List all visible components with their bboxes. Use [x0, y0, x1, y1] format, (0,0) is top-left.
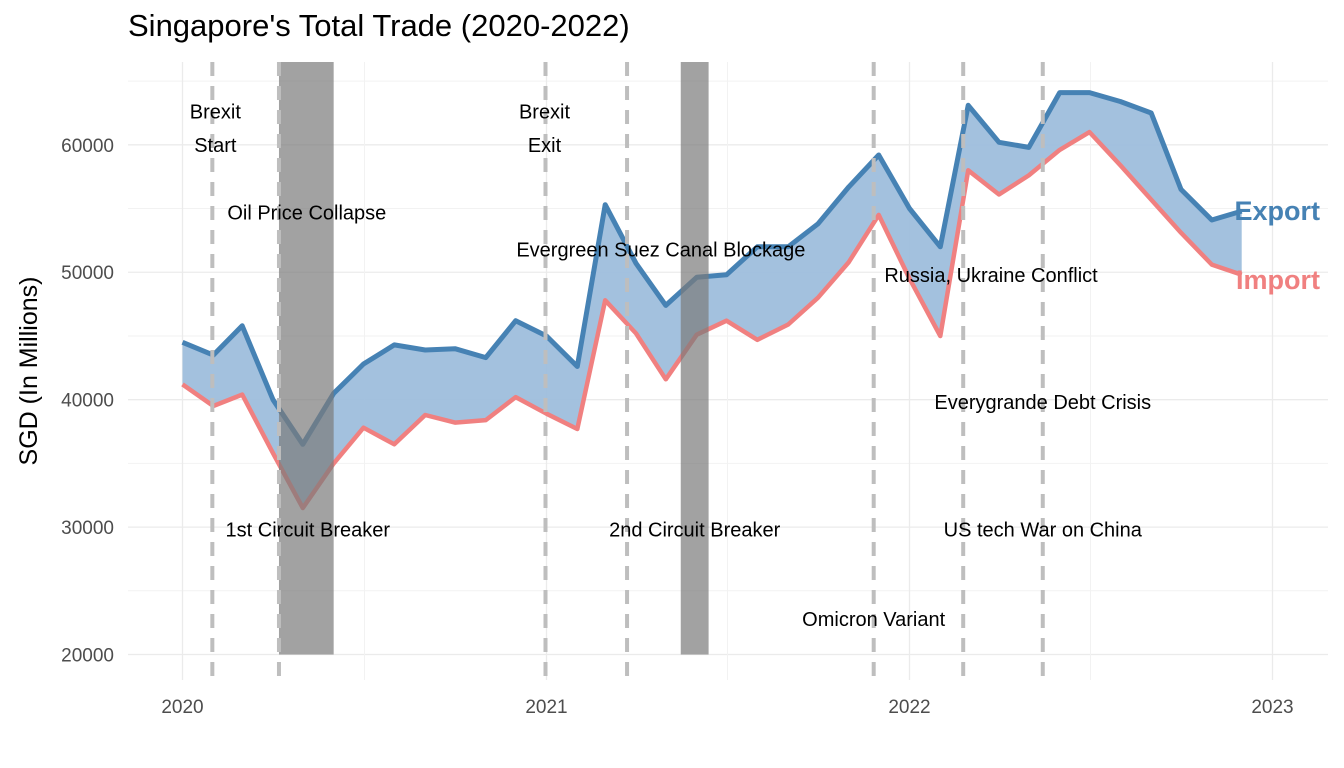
export-series-label: Export: [1234, 196, 1320, 226]
annotation-label: Brexit: [519, 102, 571, 124]
import-series-label: Import: [1236, 265, 1320, 295]
x-tick-label: 2020: [161, 697, 203, 718]
annotation-label: US tech War on China: [944, 520, 1143, 542]
annotation-label: Evergreen Suez Canal Blockage: [516, 239, 805, 261]
shaded-period: [278, 62, 334, 655]
y-tick-label: 60000: [61, 136, 114, 157]
annotation-label: 2nd Circuit Breaker: [609, 520, 781, 542]
series-lines: [181, 90, 1243, 511]
x-tick-label: 2022: [888, 697, 930, 718]
annotation-label: Start: [194, 135, 237, 157]
annotation-label: Brexit: [190, 102, 242, 124]
annotation-label: Exit: [528, 135, 562, 157]
annotation-label: Omicron Variant: [802, 609, 945, 631]
export-series-line: [181, 90, 1243, 447]
shaded-period: [680, 62, 709, 655]
annotations: Brexit Start Oil Price Collapse Brexit Exit E…: [190, 102, 1151, 631]
export-import-gap-area: [182, 92, 1242, 508]
annotation-label: Russia, Ukraine Conflict: [884, 265, 1098, 287]
chart-title: Singapore's Total Trade (2020-2022): [128, 8, 630, 43]
annotation-label: Oil Price Collapse: [227, 202, 386, 224]
series-labels: Export Import: [1234, 196, 1320, 295]
y-tick-label: 30000: [61, 518, 114, 539]
x-tick-label: 2023: [1251, 697, 1293, 718]
import-series-line: [181, 129, 1243, 511]
y-axis-label: SGD (In Millions): [15, 277, 43, 466]
event-lines: [210, 62, 1045, 680]
area-layer: [182, 92, 1242, 508]
annotation-label: Everygrande Debt Crisis: [934, 392, 1151, 414]
x-tick-label: 2021: [525, 697, 567, 718]
y-tick-label: 50000: [61, 263, 114, 284]
shaded-periods: [278, 62, 709, 655]
y-tick-label: 20000: [61, 646, 114, 667]
axes: 20000 30000 40000 50000 60000 2020 2021 2022 202…: [15, 136, 1294, 718]
y-tick-label: 40000: [61, 391, 114, 412]
annotation-label: 1st Circuit Breaker: [226, 520, 391, 542]
